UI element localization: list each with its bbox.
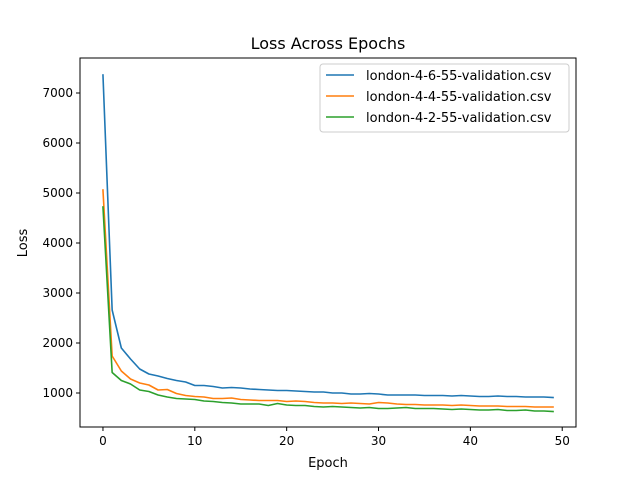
x-axis-label: Epoch [308, 456, 348, 471]
y-tick-label: 2000 [42, 336, 73, 350]
series-line [102, 206, 554, 413]
series-lines [102, 74, 554, 413]
legend-entry-label: london-4-2-55-validation.csv [366, 111, 552, 126]
series-line [102, 74, 554, 399]
series-line [102, 189, 554, 408]
x-tick-label: 0 [99, 434, 107, 448]
x-tick-label: 30 [371, 434, 386, 448]
legend-entry-label: london-4-4-55-validation.csv [366, 90, 552, 105]
y-axis-label: Loss [16, 229, 31, 258]
legend-entry-label: london-4-6-55-validation.csv [366, 69, 552, 84]
plot-area: 0 10 20 30 40 50 1000 2000 3000 4000 5000 6000 7000 [42, 57, 577, 448]
x-tick-label: 50 [555, 434, 570, 448]
y-axis: 1000 2000 3000 4000 5000 6000 7000 [42, 86, 80, 400]
y-tick-label: 6000 [42, 136, 73, 150]
y-tick-label: 1000 [42, 386, 73, 400]
x-tick-label: 40 [463, 434, 478, 448]
y-tick-label: 7000 [42, 86, 73, 100]
y-tick-label: 4000 [42, 236, 73, 250]
x-tick-label: 20 [279, 434, 294, 448]
x-axis: 0 10 20 30 40 50 [99, 427, 570, 448]
legend: london-4-6-55-validation.csv london-4-4-5… [319, 63, 570, 133]
y-tick-label: 3000 [42, 286, 73, 300]
x-tick-label: 10 [187, 434, 202, 448]
y-tick-label: 5000 [42, 186, 73, 200]
legend-box [319, 63, 570, 133]
chart-title: Loss Across Epochs [251, 34, 406, 53]
